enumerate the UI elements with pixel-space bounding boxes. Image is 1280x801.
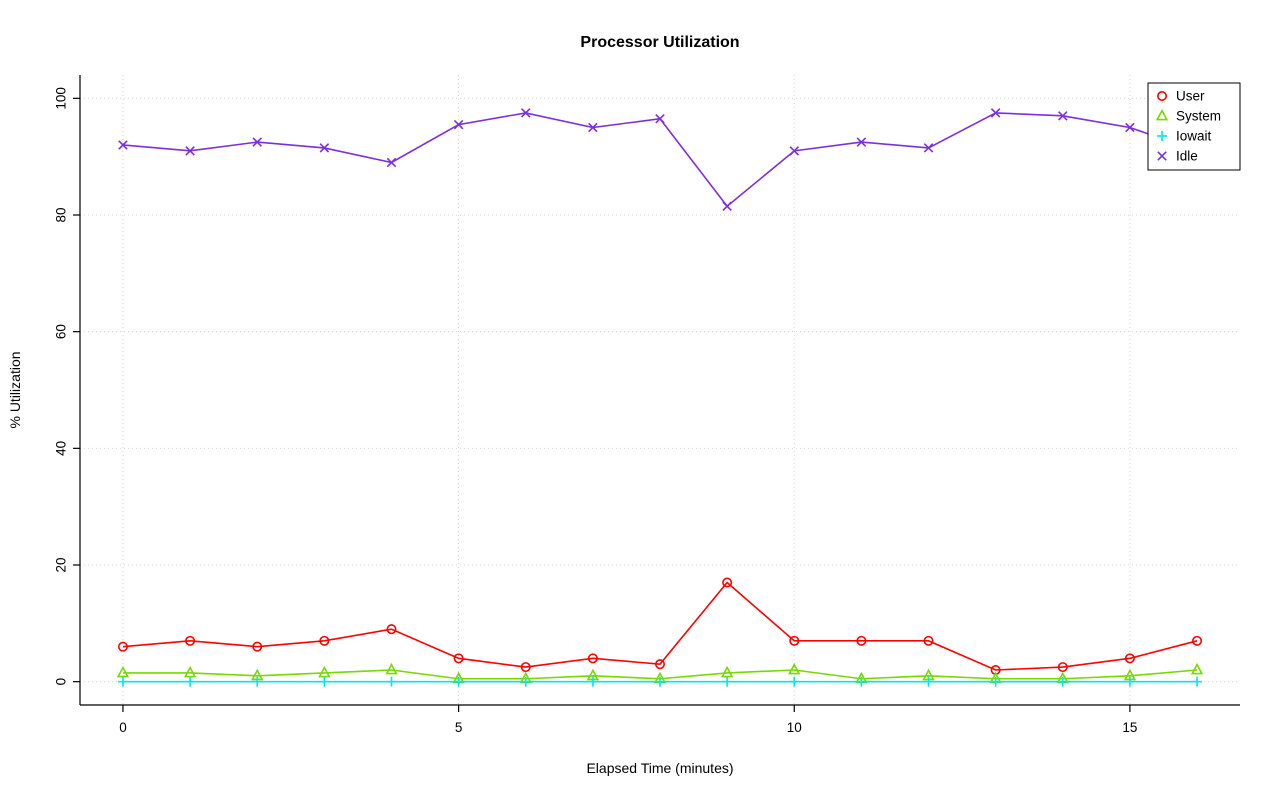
legend-label: User xyxy=(1176,89,1205,104)
legend-label: Iowait xyxy=(1176,129,1212,144)
x-marker xyxy=(856,137,867,147)
circle-marker xyxy=(1157,91,1168,102)
triangle-marker xyxy=(183,665,197,678)
legend: User System Iowait Idle xyxy=(1147,82,1241,171)
y-tick-label: 80 xyxy=(54,207,69,222)
legend-item-iowait: Iowait xyxy=(1157,129,1212,144)
y-tick-label: 0 xyxy=(54,678,69,686)
x-axis-label: Elapsed Time (minutes) xyxy=(586,760,733,776)
triangle-marker xyxy=(116,665,130,678)
legend-item-user: User xyxy=(1157,89,1205,104)
legend-label: Idle xyxy=(1176,149,1198,164)
x-marker xyxy=(990,108,1001,118)
series-line xyxy=(122,581,1198,671)
axes xyxy=(73,75,1240,712)
chart-title: Processor Utilization xyxy=(580,34,739,51)
series-idle xyxy=(118,108,1202,212)
triangle-marker xyxy=(318,665,331,678)
circle-marker xyxy=(520,662,531,673)
x-marker xyxy=(386,157,397,168)
legend-item-system: System xyxy=(1155,108,1221,124)
y-axis-label: % Utilization xyxy=(7,351,23,428)
x-marker xyxy=(1125,122,1135,133)
circle-marker xyxy=(1057,662,1068,673)
circle-marker xyxy=(185,635,196,646)
circle-marker xyxy=(1192,635,1203,646)
circle-marker xyxy=(789,635,800,646)
circle-marker xyxy=(856,635,867,646)
circle-marker xyxy=(923,635,934,646)
x-tick-label: 15 xyxy=(1122,720,1137,735)
x-marker xyxy=(722,201,732,212)
x-marker xyxy=(1157,151,1167,161)
x-marker xyxy=(520,108,531,118)
x-marker xyxy=(252,137,262,147)
circle-marker xyxy=(1124,653,1135,664)
grid xyxy=(80,75,1240,705)
triangle-marker xyxy=(720,665,734,678)
triangle-marker xyxy=(1190,662,1204,675)
series-user xyxy=(117,577,1203,675)
circle-marker xyxy=(319,635,330,646)
x-tick-label: 0 xyxy=(119,720,127,735)
y-tick-label: 60 xyxy=(54,324,69,339)
x-marker xyxy=(1058,111,1068,121)
circle-marker xyxy=(722,577,733,588)
x-marker xyxy=(118,140,128,150)
x-marker xyxy=(655,113,665,124)
x-tick-label: 5 xyxy=(455,720,463,735)
x-marker xyxy=(185,146,195,156)
triangle-marker xyxy=(788,662,801,675)
circle-marker xyxy=(587,653,598,664)
circle-marker xyxy=(252,641,263,652)
x-marker xyxy=(453,119,464,130)
x-marker xyxy=(789,146,800,156)
circle-marker xyxy=(117,641,128,652)
x-marker xyxy=(319,143,330,153)
legend-item-idle: Idle xyxy=(1157,149,1198,164)
legend-label: System xyxy=(1176,109,1221,124)
series-iowait xyxy=(117,676,1203,687)
circle-marker xyxy=(386,624,397,635)
x-marker xyxy=(923,143,934,153)
x-marker xyxy=(588,122,598,133)
tick-labels: 0 5 10 15 0 20 40 60 80 100 xyxy=(54,87,1138,735)
circle-marker xyxy=(453,653,464,664)
y-tick-label: 20 xyxy=(54,557,69,572)
x-tick-label: 10 xyxy=(787,720,802,735)
circle-marker xyxy=(654,659,665,670)
series-line xyxy=(122,112,1198,208)
y-tick-label: 100 xyxy=(54,87,69,110)
triangle-marker xyxy=(1155,108,1169,121)
y-tick-label: 40 xyxy=(54,441,69,456)
triangle-marker xyxy=(385,662,398,675)
